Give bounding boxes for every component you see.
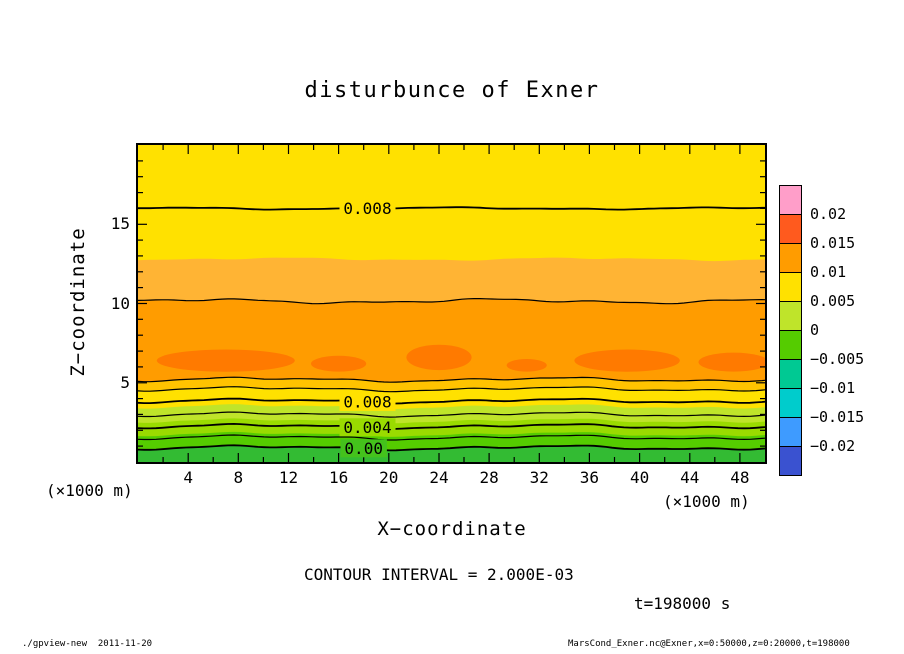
contour-label-bg (339, 418, 396, 437)
contour-line (138, 206, 765, 211)
colorbar-segment (780, 389, 801, 418)
colorbar-tick-label: 0.005 (810, 292, 856, 310)
x-tick-label: 32 (529, 468, 549, 487)
time-annotation: t=198000 s (634, 594, 731, 613)
x-tick-label: 4 (183, 468, 193, 487)
high-value-patch (506, 359, 547, 372)
x-tick-label: 20 (379, 468, 399, 487)
y-tick-labels: 5 10 15 (0, 0, 140, 654)
contour-interval-note: CONTOUR INTERVAL = 2.000E-03 (304, 565, 574, 584)
contour-label: 0.00 (344, 439, 383, 458)
footer-command: ./gpview-new 2011-11-20 (22, 639, 153, 649)
high-value-patch (406, 344, 472, 371)
colorbar-tick-label: −0.02 (810, 437, 856, 455)
colorbar-segment (780, 244, 801, 273)
colorbar-segment (780, 186, 801, 215)
plot-area: 0.008 0.008 0.004 0.00 (136, 143, 767, 464)
x-axis-unit: (×1000 m) (663, 492, 750, 511)
contour-line (138, 386, 765, 393)
contour-line (138, 444, 765, 452)
footer-source: MarsCond_Exner.nc@Exner,x=0:50000,z=0:20… (568, 639, 850, 649)
x-axis-label: X−coordinate (377, 518, 527, 540)
x-tick-label: 44 (680, 468, 700, 487)
y-tick-label: 15 (110, 214, 130, 234)
contour-line (138, 411, 765, 418)
x-tick-labels: 4 8 12 16 20 24 28 32 36 40 44 48 (0, 468, 904, 488)
colorbar-tick-label: −0.015 (810, 408, 865, 426)
colorbar-segment (780, 360, 801, 389)
x-tick-label: 36 (579, 468, 600, 487)
x-tick-label: 24 (429, 468, 449, 487)
contour-label: 0.004 (343, 418, 391, 437)
y-tick-label: 10 (110, 293, 130, 313)
y-tick-label: 5 (120, 372, 130, 392)
high-value-patch (698, 352, 765, 372)
colorbar-segment (780, 215, 801, 244)
y-axis-unit: (×1000 m) (46, 481, 133, 500)
fill-band (138, 445, 765, 462)
colorbar (779, 185, 802, 476)
colorbar-tick-label: 0 (810, 321, 820, 339)
x-tick-label: 8 (233, 468, 244, 487)
contour-line (138, 397, 765, 405)
contour-line (138, 422, 765, 430)
colorbar-tick-label: −0.005 (810, 350, 865, 368)
high-value-patch (156, 349, 295, 372)
colorbar-labels: 0.02 0.015 0.01 0.005 0 −0.005 −0.01 −0.015 −0.0… (810, 185, 900, 495)
contour-label: 0.008 (343, 199, 391, 218)
contour-label-bg (340, 439, 387, 458)
colorbar-tick-label: 0.015 (810, 234, 856, 252)
contour-line (138, 434, 765, 441)
colorbar-segment (780, 273, 801, 302)
colorbar-segment (780, 331, 801, 360)
x-tick-label: 28 (479, 468, 499, 487)
x-tick-label: 48 (730, 468, 750, 487)
colorbar-segment (780, 447, 801, 475)
x-tick-label: 12 (278, 468, 299, 487)
contour-label-bg (339, 199, 396, 218)
high-value-patch (574, 349, 680, 372)
x-tick-label: 16 (328, 468, 349, 487)
colorbar-segment (780, 302, 801, 331)
colorbar-segment (780, 418, 801, 447)
contour-plot-canvas: 0.008 0.008 0.004 0.00 (138, 145, 765, 462)
contour-label: 0.008 (343, 392, 391, 411)
contour-line (138, 298, 765, 305)
plot-title: disturbunce of Exner (304, 78, 600, 103)
colorbar-tick-label: 0.01 (810, 263, 847, 281)
colorbar-tick-label: 0.02 (810, 205, 847, 223)
contour-line (138, 376, 765, 383)
high-value-patch (311, 355, 367, 372)
colorbar-tick-label: −0.01 (810, 379, 856, 397)
contour-label-bg (339, 392, 396, 411)
x-tick-label: 40 (629, 468, 650, 487)
